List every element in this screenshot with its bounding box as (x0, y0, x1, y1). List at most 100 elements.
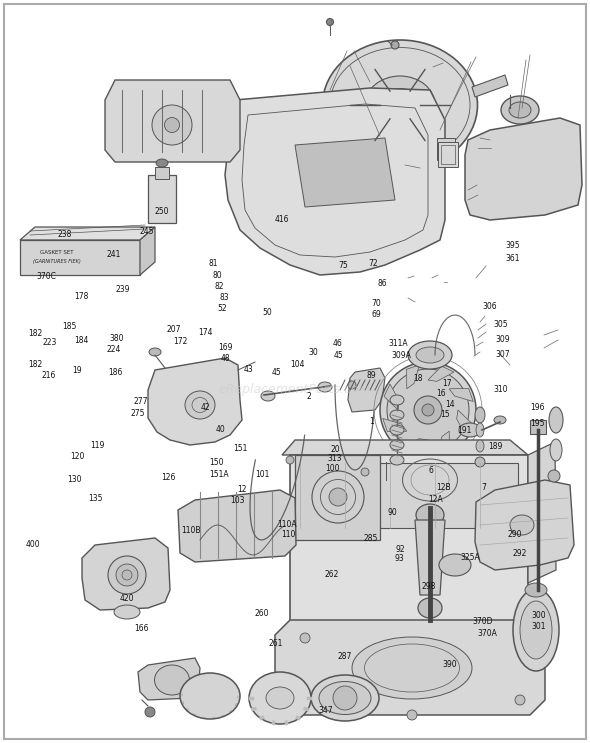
Text: 86: 86 (378, 279, 387, 288)
Text: 81: 81 (209, 259, 218, 268)
Text: 305: 305 (493, 320, 508, 329)
Ellipse shape (323, 40, 477, 170)
Polygon shape (384, 384, 399, 410)
Ellipse shape (390, 455, 404, 465)
Text: 370A: 370A (478, 629, 498, 638)
Text: 390: 390 (442, 660, 457, 669)
Text: 395: 395 (505, 241, 520, 250)
Text: 90: 90 (387, 508, 397, 517)
Text: 17: 17 (442, 379, 452, 388)
Ellipse shape (365, 76, 435, 134)
Bar (530, 420, 546, 434)
Text: 42: 42 (201, 403, 210, 412)
Ellipse shape (249, 672, 311, 724)
Bar (290, 455, 528, 623)
Ellipse shape (549, 407, 563, 433)
Text: 50: 50 (263, 308, 273, 317)
Ellipse shape (300, 633, 310, 643)
Text: 185: 185 (63, 322, 77, 331)
Ellipse shape (515, 633, 525, 643)
Text: 287: 287 (337, 652, 352, 661)
Text: GASKET SET: GASKET SET (40, 250, 74, 256)
Ellipse shape (476, 423, 484, 437)
Text: 69: 69 (372, 310, 382, 319)
Ellipse shape (361, 468, 369, 476)
Polygon shape (20, 240, 140, 275)
Ellipse shape (525, 583, 547, 597)
Text: 16: 16 (437, 389, 446, 398)
Ellipse shape (391, 41, 399, 49)
Ellipse shape (156, 159, 168, 167)
Text: 216: 216 (42, 372, 56, 380)
Ellipse shape (390, 410, 404, 420)
Text: 93: 93 (395, 554, 405, 563)
Text: 420: 420 (120, 594, 135, 603)
Bar (148, 175, 176, 223)
Text: 46: 46 (332, 339, 342, 348)
Ellipse shape (390, 440, 404, 450)
Text: 361: 361 (505, 254, 520, 263)
Text: 239: 239 (116, 285, 130, 293)
Text: 174: 174 (198, 328, 213, 337)
Text: 110B: 110B (181, 526, 201, 535)
Ellipse shape (439, 554, 471, 576)
Ellipse shape (329, 488, 347, 506)
Ellipse shape (298, 702, 306, 710)
Bar (155, 167, 169, 179)
Ellipse shape (422, 404, 434, 416)
Text: 151A: 151A (209, 470, 229, 478)
Text: 307: 307 (496, 350, 510, 359)
Polygon shape (20, 227, 155, 240)
Text: 310: 310 (493, 385, 508, 394)
Text: 119: 119 (91, 441, 105, 450)
Ellipse shape (261, 710, 270, 719)
Polygon shape (428, 366, 454, 381)
Text: eReplacementParts.com: eReplacementParts.com (219, 383, 371, 397)
Text: 186: 186 (109, 368, 123, 377)
Ellipse shape (348, 381, 356, 389)
Ellipse shape (476, 440, 484, 452)
Text: 285: 285 (363, 534, 378, 543)
Text: 292: 292 (512, 549, 526, 558)
Text: 15: 15 (440, 410, 450, 419)
Ellipse shape (414, 396, 442, 424)
Ellipse shape (286, 456, 294, 464)
Ellipse shape (300, 695, 310, 705)
Text: 135: 135 (88, 494, 103, 503)
Text: 195: 195 (530, 419, 545, 428)
Ellipse shape (513, 589, 559, 671)
Ellipse shape (261, 391, 275, 401)
Polygon shape (82, 538, 170, 610)
Text: 103: 103 (230, 496, 244, 504)
Ellipse shape (326, 19, 333, 25)
Text: 277: 277 (133, 397, 148, 406)
Ellipse shape (407, 710, 417, 720)
Ellipse shape (515, 695, 525, 705)
Text: 72: 72 (368, 259, 378, 268)
Polygon shape (449, 389, 473, 401)
Text: 82: 82 (215, 282, 224, 291)
Polygon shape (475, 480, 574, 570)
Text: 2: 2 (307, 392, 312, 401)
Polygon shape (383, 418, 407, 432)
Ellipse shape (319, 681, 371, 715)
Text: 7: 7 (481, 483, 486, 492)
Text: 130: 130 (67, 475, 81, 484)
Text: 83: 83 (219, 293, 229, 302)
Text: 178: 178 (74, 292, 88, 301)
Polygon shape (105, 80, 240, 162)
Ellipse shape (352, 637, 472, 699)
Polygon shape (140, 227, 155, 275)
Ellipse shape (475, 457, 485, 467)
Ellipse shape (418, 598, 442, 618)
Text: 189: 189 (489, 442, 503, 451)
Text: 347: 347 (319, 706, 333, 715)
Ellipse shape (390, 425, 404, 435)
Text: 311A: 311A (388, 339, 408, 348)
Polygon shape (275, 620, 545, 715)
Text: 166: 166 (134, 624, 149, 633)
Polygon shape (295, 138, 395, 207)
Text: 6: 6 (428, 466, 433, 475)
Ellipse shape (548, 470, 560, 482)
Ellipse shape (501, 96, 539, 124)
